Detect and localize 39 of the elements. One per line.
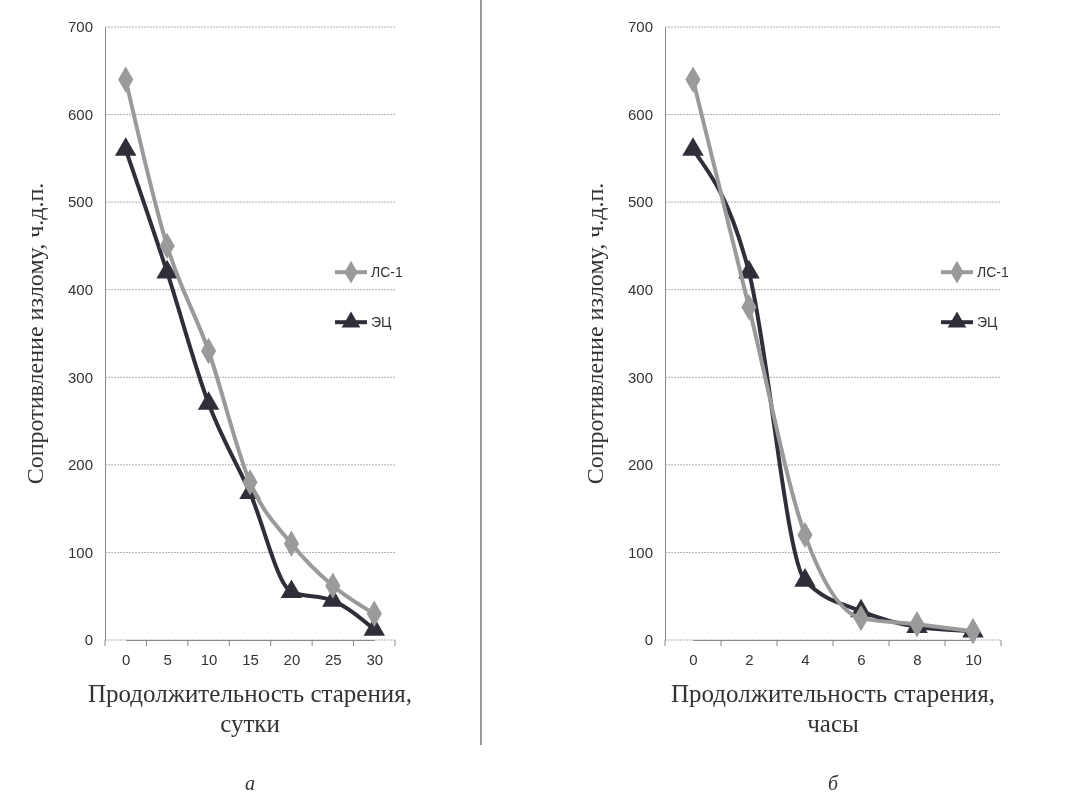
y-tick-label: 600 <box>627 105 653 123</box>
y-tick-label: 100 <box>627 543 653 561</box>
y-tick-label: 700 <box>627 18 653 36</box>
y-tick-label: 500 <box>67 193 93 211</box>
y-tick-label: 0 <box>84 631 93 649</box>
x-tick-label: 25 <box>325 650 342 668</box>
x-tick-label: 0 <box>689 650 698 668</box>
y-tick-label: 500 <box>627 193 653 211</box>
y-tick-label: 0 <box>644 631 653 649</box>
text: а <box>245 772 255 794</box>
x-tick-label: 0 <box>122 650 131 668</box>
y-axis-title: Сопротивление излому, ч.д.п. <box>582 182 608 485</box>
x-tick-label: 6 <box>857 650 866 668</box>
x-tick-label: 8 <box>913 650 922 668</box>
y-tick-label: 200 <box>627 456 653 474</box>
x-tick-label: 15 <box>242 650 259 668</box>
y-tick-label: 400 <box>627 281 653 299</box>
legend-label: ЭЦ <box>977 314 999 331</box>
y-tick-label: 100 <box>67 543 93 561</box>
y-tick-label: 300 <box>627 368 653 386</box>
x-tick-label: 4 <box>801 650 810 668</box>
y-axis-title: Сопротивление излому, ч.д.п. <box>22 182 48 485</box>
y-tick-label: 200 <box>67 456 93 474</box>
x-tick-label: 10 <box>965 650 982 668</box>
x-axis-title: Продолжительность старения, сутки <box>88 680 412 737</box>
x-tick-label: 30 <box>366 650 384 668</box>
y-tick-label: 300 <box>67 368 93 386</box>
y-tick-label: 700 <box>67 18 93 36</box>
text: б <box>827 772 839 794</box>
x-tick-label: 5 <box>163 650 172 668</box>
x-tick-label: 10 <box>200 650 218 668</box>
y-tick-label: 600 <box>67 105 93 123</box>
y-tick-label: 400 <box>67 281 93 299</box>
x-tick-label: 20 <box>283 650 301 668</box>
x-axis-title: Продолжительность старения, часы <box>671 680 995 737</box>
legend-label: ЛС-1 <box>371 264 403 281</box>
legend-label: ЭЦ <box>371 314 393 331</box>
x-tick-label: 2 <box>745 650 754 668</box>
legend-label: ЛС-1 <box>977 264 1009 281</box>
